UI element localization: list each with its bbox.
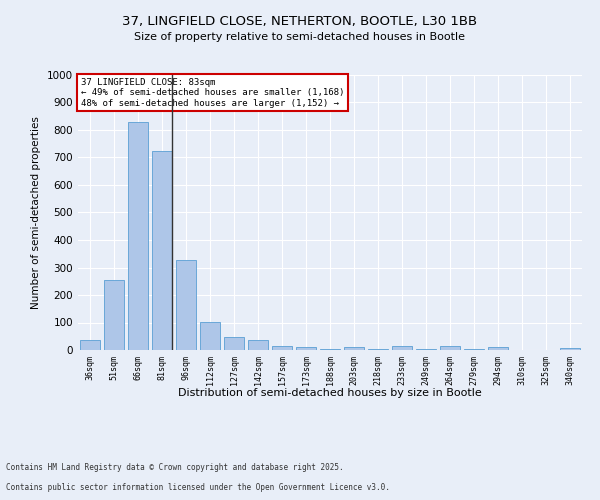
Bar — [416, 348, 436, 350]
Bar — [80, 340, 100, 350]
Bar — [104, 280, 124, 350]
Bar — [392, 346, 412, 350]
Bar — [272, 346, 292, 350]
Bar — [368, 348, 388, 350]
Bar — [344, 347, 364, 350]
Bar — [128, 122, 148, 350]
Text: Contains public sector information licensed under the Open Government Licence v3: Contains public sector information licen… — [6, 484, 390, 492]
X-axis label: Distribution of semi-detached houses by size in Bootle: Distribution of semi-detached houses by … — [178, 388, 482, 398]
Text: 37 LINGFIELD CLOSE: 83sqm
← 49% of semi-detached houses are smaller (1,168)
48% : 37 LINGFIELD CLOSE: 83sqm ← 49% of semi-… — [80, 78, 344, 108]
Bar — [440, 346, 460, 350]
Bar — [488, 347, 508, 350]
Bar — [224, 337, 244, 350]
Bar — [320, 348, 340, 350]
Bar — [296, 347, 316, 350]
Bar — [464, 348, 484, 350]
Bar — [176, 260, 196, 350]
Bar — [248, 340, 268, 350]
Text: Contains HM Land Registry data © Crown copyright and database right 2025.: Contains HM Land Registry data © Crown c… — [6, 464, 344, 472]
Bar — [560, 348, 580, 350]
Bar — [200, 322, 220, 350]
Bar — [152, 152, 172, 350]
Text: Size of property relative to semi-detached houses in Bootle: Size of property relative to semi-detach… — [134, 32, 466, 42]
Text: 37, LINGFIELD CLOSE, NETHERTON, BOOTLE, L30 1BB: 37, LINGFIELD CLOSE, NETHERTON, BOOTLE, … — [122, 15, 478, 28]
Y-axis label: Number of semi-detached properties: Number of semi-detached properties — [31, 116, 41, 309]
